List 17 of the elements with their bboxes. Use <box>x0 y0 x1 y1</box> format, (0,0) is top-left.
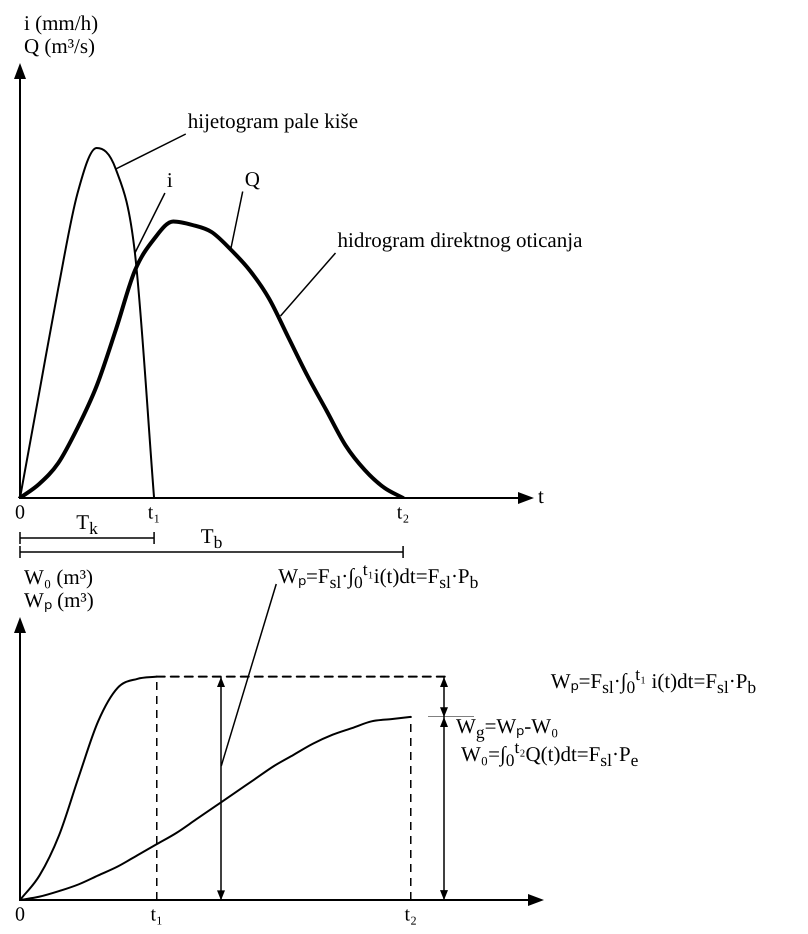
text: Wₚ=F$_{sl}$·∫$_{0}$$^{t₁}$ i(t)dt=F$_{sl}$·P$_{b}$ <box>550 664 756 697</box>
text: T$_{b}$ <box>200 524 222 552</box>
x-tick-label: 0 <box>15 501 25 524</box>
x-tick-label: t₂ <box>404 903 418 926</box>
x-tick-label: 0 <box>15 903 25 926</box>
y-axis-title: i (mm/h) Q (m³/s) <box>24 11 98 58</box>
text: hijetogram pale kiše <box>188 109 358 134</box>
text: Q <box>244 166 260 191</box>
text: T$_{k}$ <box>76 510 98 538</box>
legend-label: i <box>166 168 173 192</box>
x-tick-label: t₁ <box>148 501 160 524</box>
y-axis-title: W₀ (m³) Wₚ (m³) <box>24 565 94 612</box>
x-tick-label: t₁ <box>150 903 164 926</box>
x-axis-title: t <box>538 484 544 508</box>
annotation: hidrogram direktnog oticanja <box>337 228 582 252</box>
x-tick-label: t₂ <box>396 501 410 524</box>
text: Wₚ=F$_{sl}$·∫$_{0}$$^{t₁}$i(t)dt=F$_{sl}$·P$_{b}$ <box>278 559 478 592</box>
